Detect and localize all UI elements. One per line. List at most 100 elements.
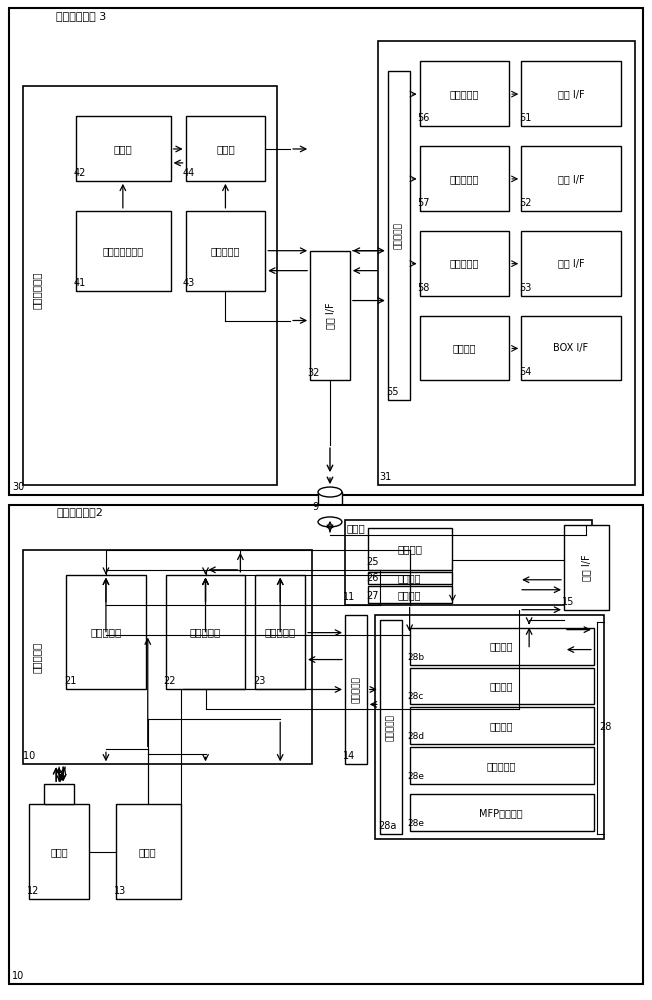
Text: 扫描控制部: 扫描控制部 — [450, 174, 479, 184]
Text: 12: 12 — [27, 886, 40, 896]
Text: 权限管理部: 权限管理部 — [190, 628, 221, 638]
Text: 访问探测部: 访问探测部 — [211, 246, 240, 256]
FancyBboxPatch shape — [318, 492, 342, 522]
Text: 打印应用: 打印应用 — [490, 721, 513, 731]
FancyBboxPatch shape — [256, 575, 305, 689]
Text: 存储装置: 存储装置 — [452, 343, 476, 353]
Text: 52: 52 — [519, 198, 531, 208]
Text: 54: 54 — [519, 367, 531, 377]
Text: 拷贝控制部: 拷贝控制部 — [450, 89, 479, 99]
Text: 拷贝应用: 拷贝应用 — [490, 642, 513, 652]
Text: 打印 I/F: 打印 I/F — [557, 259, 584, 269]
Text: 存储部: 存储部 — [347, 523, 366, 533]
Text: 41: 41 — [73, 278, 85, 288]
Text: 28e: 28e — [408, 819, 424, 828]
FancyBboxPatch shape — [409, 628, 594, 665]
Text: 42: 42 — [73, 168, 85, 178]
FancyBboxPatch shape — [23, 86, 277, 485]
Text: 15: 15 — [562, 597, 574, 607]
FancyBboxPatch shape — [76, 116, 171, 181]
Text: 30: 30 — [12, 482, 25, 492]
FancyBboxPatch shape — [521, 231, 621, 296]
Text: 28a: 28a — [378, 821, 396, 831]
Text: 44: 44 — [183, 168, 195, 178]
FancyBboxPatch shape — [66, 575, 146, 689]
Text: 扫描 I/F: 扫描 I/F — [557, 174, 584, 184]
FancyBboxPatch shape — [521, 146, 621, 211]
Text: 通信 I/F: 通信 I/F — [581, 554, 591, 581]
FancyBboxPatch shape — [420, 61, 509, 126]
FancyBboxPatch shape — [29, 804, 89, 899]
Text: 操作部: 操作部 — [139, 847, 156, 857]
FancyBboxPatch shape — [9, 8, 643, 495]
FancyBboxPatch shape — [564, 525, 609, 610]
Text: 28d: 28d — [408, 732, 424, 741]
FancyBboxPatch shape — [345, 615, 367, 764]
Text: 28e: 28e — [408, 772, 424, 781]
Text: BOX I/F: BOX I/F — [554, 343, 589, 353]
Text: 认证处理部: 认证处理部 — [91, 628, 121, 638]
Text: 27: 27 — [366, 591, 378, 601]
FancyBboxPatch shape — [379, 620, 402, 834]
Text: 28b: 28b — [408, 653, 424, 662]
FancyBboxPatch shape — [409, 668, 594, 704]
Text: 应用管理部: 应用管理部 — [265, 628, 296, 638]
FancyBboxPatch shape — [345, 520, 592, 605]
Text: 21: 21 — [64, 676, 76, 686]
Text: MFP协作应用: MFP协作应用 — [479, 808, 523, 818]
Text: 32: 32 — [307, 368, 319, 378]
Text: 11: 11 — [343, 592, 355, 602]
Text: 拷贝 I/F: 拷贝 I/F — [557, 89, 584, 99]
Text: 通信 I/F: 通信 I/F — [325, 302, 335, 329]
Text: 53: 53 — [519, 283, 531, 293]
FancyBboxPatch shape — [420, 231, 509, 296]
FancyBboxPatch shape — [409, 707, 594, 744]
Text: 14: 14 — [343, 751, 355, 761]
FancyBboxPatch shape — [368, 572, 452, 584]
FancyBboxPatch shape — [116, 804, 181, 899]
Text: 应用控制部: 应用控制部 — [386, 714, 395, 741]
Text: 13: 13 — [114, 886, 126, 896]
Text: 28c: 28c — [408, 692, 424, 701]
FancyBboxPatch shape — [409, 794, 594, 831]
Text: 打印控制部: 打印控制部 — [450, 259, 479, 269]
Text: 用户信息: 用户信息 — [397, 544, 422, 554]
FancyBboxPatch shape — [409, 747, 594, 784]
FancyBboxPatch shape — [310, 251, 350, 380]
Text: 信息处理装獱2: 信息处理装獱2 — [56, 507, 103, 517]
Text: 判断部: 判断部 — [216, 144, 235, 154]
Text: 显示部: 显示部 — [50, 847, 68, 857]
FancyBboxPatch shape — [378, 41, 634, 485]
Text: 任务控制部: 任务控制部 — [394, 222, 403, 249]
Text: 56: 56 — [418, 113, 430, 123]
Text: 认证协作模块: 认证协作模块 — [31, 272, 41, 309]
FancyBboxPatch shape — [186, 211, 265, 291]
FancyBboxPatch shape — [521, 61, 621, 126]
FancyBboxPatch shape — [368, 528, 452, 570]
FancyBboxPatch shape — [368, 586, 452, 603]
Text: 扫描应用: 扫描应用 — [490, 681, 513, 691]
Text: 接收信息管理部: 接收信息管理部 — [102, 246, 143, 256]
Text: 58: 58 — [418, 283, 430, 293]
FancyBboxPatch shape — [166, 575, 245, 689]
Text: 25: 25 — [366, 557, 378, 567]
FancyBboxPatch shape — [9, 505, 643, 984]
Text: 57: 57 — [418, 198, 430, 208]
Text: 图像处理装置 3: 图像处理装置 3 — [56, 11, 106, 21]
Text: 云连接应用: 云连接应用 — [486, 761, 516, 771]
FancyBboxPatch shape — [76, 211, 171, 291]
FancyBboxPatch shape — [186, 116, 265, 181]
FancyBboxPatch shape — [44, 784, 74, 804]
Text: 应用控制部: 应用控制部 — [351, 676, 361, 703]
FancyBboxPatch shape — [375, 615, 604, 839]
Text: 55: 55 — [386, 387, 398, 397]
Ellipse shape — [318, 487, 342, 497]
Ellipse shape — [318, 517, 342, 527]
Text: 9: 9 — [312, 502, 318, 512]
Text: 26: 26 — [366, 573, 378, 583]
Text: 51: 51 — [519, 113, 531, 123]
Text: 10: 10 — [12, 971, 25, 981]
FancyBboxPatch shape — [388, 71, 409, 400]
Text: 存储部: 存储部 — [113, 144, 132, 154]
Text: 23: 23 — [254, 676, 265, 686]
